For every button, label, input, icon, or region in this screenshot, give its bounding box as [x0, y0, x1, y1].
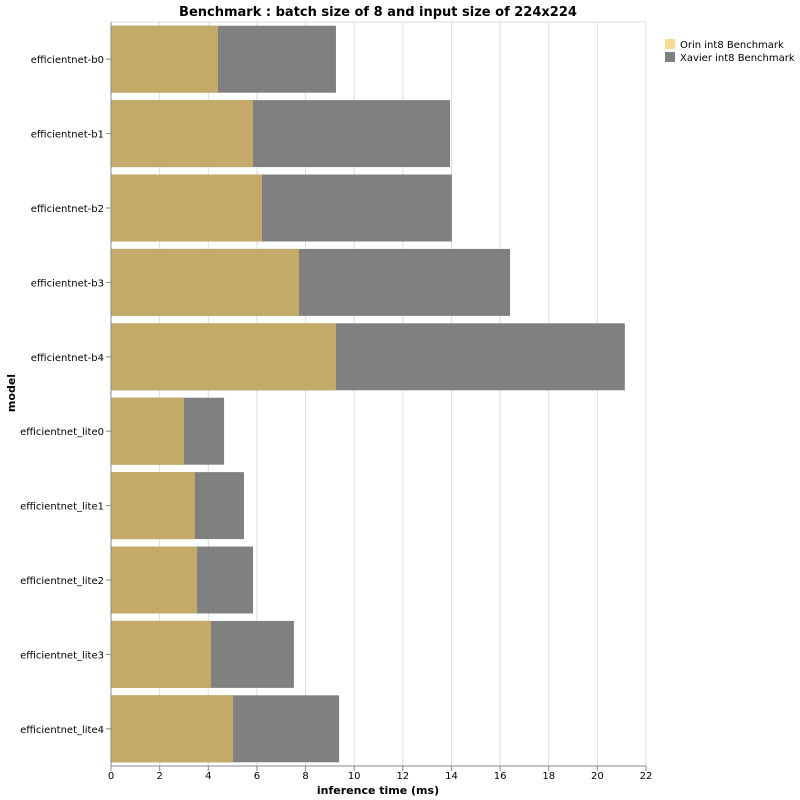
x-tick-label: 18 [542, 771, 555, 782]
x-tick-label: 14 [445, 771, 458, 782]
y-tick-label: efficientnet-b1 [31, 130, 104, 141]
legend-swatch [665, 39, 675, 49]
x-axis-title: inference time (ms) [317, 784, 439, 797]
x-tick-label: 4 [205, 771, 211, 782]
y-tick-label: efficientnet-b3 [31, 278, 104, 289]
y-tick-label: efficientnet_lite3 [20, 650, 104, 661]
axes: 0 2 4 6 8 10 12 14 16 18 20 22 efficientnet-b0 effici… [20, 22, 652, 782]
bar-orin [111, 248, 299, 316]
bar-orin [111, 100, 254, 168]
bar-orin [111, 620, 211, 688]
bar-orin [111, 25, 218, 93]
bar-orin [111, 472, 195, 540]
x-tick-label: 16 [494, 771, 507, 782]
bars [111, 25, 625, 763]
bar-orin [111, 323, 336, 391]
x-tick-label: 20 [591, 771, 604, 782]
bar-orin [111, 397, 184, 465]
y-tick-label: efficientnet-b0 [31, 55, 104, 66]
y-tick-label: efficientnet_lite4 [20, 725, 104, 736]
chart-title: Benchmark : batch size of 8 and input si… [179, 5, 577, 20]
x-tick-label: 12 [396, 771, 409, 782]
legend-label: Orin int8 Benchmark [680, 40, 784, 51]
y-tick-label: efficientnet_lite0 [20, 427, 104, 438]
x-tick-label: 6 [254, 771, 260, 782]
x-tick-label: 10 [348, 771, 361, 782]
legend-label: Xavier int8 Benchmark [680, 53, 795, 64]
bar-orin [111, 695, 234, 763]
y-tick-label: efficientnet-b4 [31, 353, 104, 364]
x-tick-label: 0 [108, 771, 114, 782]
legend-swatch [665, 52, 675, 62]
y-axis-title: model [5, 374, 18, 412]
bar-orin [111, 174, 263, 242]
x-tick-label: 2 [156, 771, 162, 782]
legend: Orin int8 Benchmark Xavier int8 Benchmark [665, 39, 795, 64]
y-tick-label: efficientnet_lite1 [20, 502, 104, 513]
y-tick-label: efficientnet-b2 [31, 204, 104, 215]
y-tick-label: efficientnet_lite2 [20, 576, 104, 587]
x-tick-label: 22 [640, 771, 653, 782]
bar-orin [111, 546, 198, 614]
x-tick-label: 8 [302, 771, 308, 782]
